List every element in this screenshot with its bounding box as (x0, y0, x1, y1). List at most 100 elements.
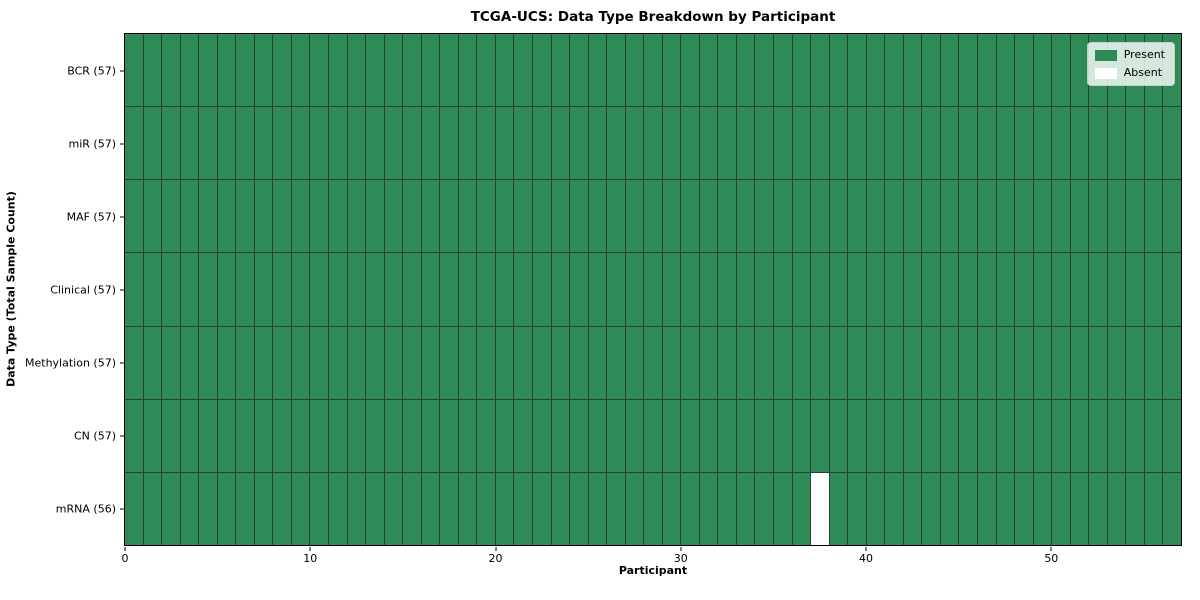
heatmap-cell (532, 180, 551, 253)
heatmap-cell (699, 399, 718, 472)
heatmap-cell (328, 399, 347, 472)
heatmap-cell (940, 180, 959, 253)
heatmap-cell (662, 107, 681, 180)
heatmap-cell (291, 34, 310, 107)
heatmap-cell (1089, 107, 1107, 180)
x-tick-label: 40 (859, 552, 874, 565)
heatmap-cell (236, 253, 254, 326)
heatmap-cell (143, 34, 162, 107)
heatmap-cell (681, 253, 699, 326)
heatmap-cell (755, 399, 774, 472)
heatmap-cell (829, 34, 848, 107)
heatmap-cell (866, 399, 885, 472)
heatmap-cell (458, 399, 477, 472)
heatmap-cell (199, 34, 217, 107)
heatmap-cell (588, 399, 607, 472)
heatmap-cell (736, 253, 755, 326)
heatmap-cell (996, 34, 1015, 107)
heatmap-cell (978, 399, 996, 472)
heatmap-cell (254, 253, 273, 326)
heatmap-cell (384, 180, 403, 253)
heatmap-cell (607, 399, 625, 472)
legend-entry-absent: Absent (1094, 67, 1165, 79)
heatmap-cell (940, 34, 959, 107)
heatmap-cell (940, 326, 959, 399)
heatmap-cell (848, 399, 866, 472)
heatmap-cell (625, 180, 644, 253)
heatmap-cell (811, 399, 829, 472)
heatmap-cell (273, 472, 291, 545)
heatmap-cell (792, 107, 811, 180)
heatmap-cell (440, 472, 458, 545)
heatmap-cell (217, 253, 236, 326)
y-tick-label: mRNA (56) (55, 502, 116, 515)
y-tick-label: BCR (57) (67, 64, 116, 77)
heatmap-cell (755, 253, 774, 326)
heatmap-cell (532, 472, 551, 545)
y-tick-mark (119, 435, 124, 436)
heatmap-cell (922, 107, 940, 180)
heatmap-cell (421, 399, 440, 472)
heatmap-cell (625, 326, 644, 399)
heatmap-cell (458, 34, 477, 107)
heatmap-cell (662, 472, 681, 545)
heatmap-cell (477, 399, 495, 472)
heatmap-cell (681, 180, 699, 253)
heatmap-cell (514, 253, 532, 326)
heatmap-cell (959, 180, 978, 253)
x-tick-mark (309, 546, 311, 551)
heatmap-cell (588, 180, 607, 253)
heatmap-cell (996, 253, 1015, 326)
heatmap-cell (273, 180, 291, 253)
heatmap-cell (403, 472, 421, 545)
heatmap-cell (328, 34, 347, 107)
heatmap-cell (403, 253, 421, 326)
heatmap-cell (1107, 326, 1126, 399)
heatmap-cell (607, 253, 625, 326)
heatmap-cell (143, 253, 162, 326)
y-tick-mark (119, 216, 124, 217)
heatmap-cell (421, 326, 440, 399)
heatmap-cell (866, 34, 885, 107)
heatmap-cell (792, 253, 811, 326)
heatmap-cell (403, 326, 421, 399)
heatmap-cell (959, 253, 978, 326)
heatmap-cell (1144, 180, 1163, 253)
heatmap-cell (662, 180, 681, 253)
heatmap-cell (1070, 107, 1089, 180)
heatmap-cell (848, 107, 866, 180)
heatmap-cell (681, 399, 699, 472)
heatmap-cell (588, 326, 607, 399)
heatmap-cell (1033, 107, 1052, 180)
heatmap-cell (811, 34, 829, 107)
heatmap-cell (774, 253, 792, 326)
heatmap-cell (588, 107, 607, 180)
heatmap-cell (125, 326, 143, 399)
heatmap-cell (143, 180, 162, 253)
heatmap-cell (607, 472, 625, 545)
heatmap-cell (254, 472, 273, 545)
heatmap-cell (291, 107, 310, 180)
heatmap-cell (978, 472, 996, 545)
heatmap-cell (458, 107, 477, 180)
y-tick-mark (119, 143, 124, 144)
heatmap-cell (125, 107, 143, 180)
heatmap-cell (885, 472, 903, 545)
heatmap-cell (421, 472, 440, 545)
heatmap-cell (1126, 180, 1144, 253)
heatmap-cell (1052, 180, 1070, 253)
heatmap-cell (347, 107, 366, 180)
y-tick-mark (119, 362, 124, 363)
heatmap-cell (495, 399, 514, 472)
heatmap-cell (199, 180, 217, 253)
heatmap-cell (922, 34, 940, 107)
heatmap-cell (699, 326, 718, 399)
heatmap-cell (143, 107, 162, 180)
heatmap-cell (514, 180, 532, 253)
heatmap-cell (1107, 107, 1126, 180)
heatmap-cell (347, 34, 366, 107)
heatmap-cell (978, 180, 996, 253)
heatmap-cell (162, 472, 180, 545)
heatmap-cell (1163, 180, 1181, 253)
heatmap-cell (1126, 253, 1144, 326)
